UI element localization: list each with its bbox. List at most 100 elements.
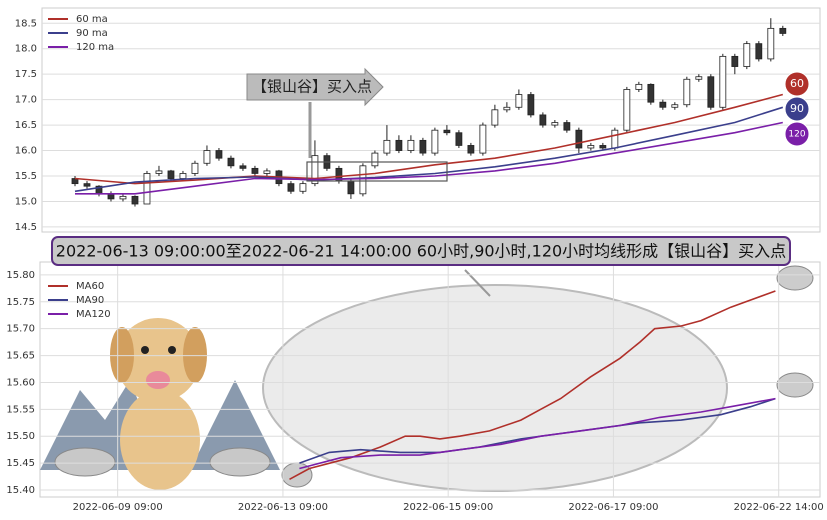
dog-head (116, 318, 200, 402)
y-tick-label: 18.0 (15, 44, 37, 55)
bottom-chart: 15.40 15.45 15.50 15.55 15.60 15.65 15.70 15.75… (6, 236, 824, 513)
candle-body (647, 83, 655, 103)
candle-body (167, 170, 175, 179)
candle-body (443, 129, 451, 134)
x-tick-label: 2022-06-15 09:00 (403, 502, 493, 513)
candle-body (203, 150, 211, 164)
candle-body (299, 183, 307, 192)
candle-body (611, 129, 619, 149)
x-tick-label: 2022-06-22 14:00 (734, 502, 824, 513)
ma-line (75, 121, 783, 195)
mountain (190, 380, 280, 470)
arrow (464, 269, 491, 297)
y-tick-label: 15.60 (6, 377, 35, 388)
candle-body (431, 129, 439, 154)
legend-label: 60 ma (76, 14, 108, 25)
end-badge-label: 90 (790, 102, 804, 115)
end-badge-label: 60 (790, 77, 804, 90)
ma-line (299, 397, 776, 470)
candle-body (383, 139, 391, 154)
candle-body (287, 183, 295, 192)
candle-body (251, 167, 259, 174)
dog-ear (110, 327, 134, 383)
end-badge (784, 121, 810, 147)
y-tick-label: 15.50 (6, 431, 35, 442)
ingot (209, 447, 271, 477)
y-tick-label: 17.0 (15, 95, 37, 106)
candle-body (347, 180, 355, 195)
candle-body (215, 150, 223, 159)
candle-body (263, 170, 271, 174)
candle-body (635, 83, 643, 90)
candle-body (743, 43, 751, 67)
candle-body (683, 78, 691, 106)
candle-body (179, 173, 187, 179)
candle-body (371, 152, 379, 167)
candle-body (395, 139, 403, 151)
title-banner (51, 236, 791, 266)
candle-body (707, 76, 715, 108)
highlight-ellipse (262, 284, 728, 492)
legend-label: 120 ma (76, 42, 114, 53)
candle-body (527, 94, 535, 116)
dog-eye (168, 346, 176, 354)
candle-body (587, 145, 595, 149)
y-tick-label: 15.45 (6, 458, 35, 469)
annotation-box (246, 67, 384, 107)
candle-body (599, 145, 607, 149)
candle-body (311, 155, 319, 185)
candle-body (575, 129, 583, 149)
candle-body (515, 94, 523, 108)
candle-body (755, 43, 763, 60)
candle-body (539, 114, 547, 126)
y-tick-label: 15.80 (6, 270, 35, 281)
candle-body (419, 139, 427, 154)
dog-eye (141, 346, 149, 354)
ingot (54, 447, 116, 477)
candle-body (467, 145, 475, 154)
candle-body (71, 178, 79, 185)
candle-body (155, 170, 163, 174)
end-badge (784, 96, 810, 122)
candle-body (227, 157, 235, 167)
y-tick-label: 18.5 (15, 18, 37, 29)
signal-box (306, 161, 448, 182)
candle-body (131, 195, 139, 205)
dog-tongue (146, 371, 170, 389)
candle-body (503, 106, 511, 111)
ingot (776, 265, 814, 291)
y-tick-label: 15.40 (6, 485, 35, 496)
candle-body (239, 165, 247, 169)
candle-body (455, 132, 463, 146)
decorations (40, 265, 814, 492)
legend-label: MA90 (76, 295, 104, 306)
y-tick-label: 15.55 (6, 404, 35, 415)
candle-body (671, 104, 679, 108)
candle-body (695, 76, 703, 80)
end-badge-label: 120 (788, 130, 805, 140)
x-tick-label: 2022-06-09 09:00 (73, 502, 163, 513)
y-tick-label: 14.5 (15, 222, 37, 233)
ma-line (289, 290, 776, 481)
ma-line (74, 106, 784, 193)
legend-label: MA120 (76, 309, 111, 320)
end-badge (784, 71, 810, 97)
y-tick-label: 16.0 (15, 146, 37, 157)
top-plot (41, 7, 821, 233)
y-tick-label: 16.5 (15, 120, 37, 131)
candle-body (719, 55, 727, 108)
candle-body (767, 27, 775, 60)
x-tick-label: 2022-06-17 09:00 (568, 502, 658, 513)
dog-ear (183, 327, 207, 383)
y-tick-label: 15.5 (15, 171, 37, 182)
candle-body (359, 165, 367, 195)
annotation: 【银山谷】买入点 (252, 78, 372, 96)
ma-line (74, 93, 784, 185)
candle-body (191, 162, 199, 174)
dog-body (120, 390, 200, 490)
candle-body (119, 195, 127, 200)
chart-title: 2022-06-13 09:00:00至2022-06-21 14:00:00 … (56, 242, 786, 261)
candle-body (491, 109, 499, 126)
y-tick-label: 15.0 (15, 196, 37, 207)
